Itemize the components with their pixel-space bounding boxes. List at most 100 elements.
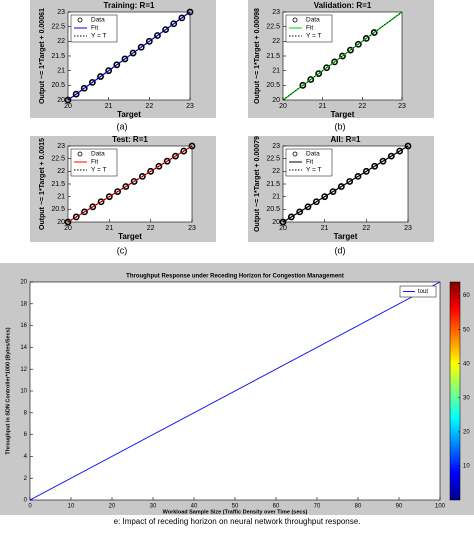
y-tick-label: 21 [57,194,65,201]
x-tick-label: 22 [145,103,153,110]
y-tick-label: 23 [272,143,280,150]
legend-marker [77,17,83,23]
data-point [162,26,169,33]
y-tick-label: 22 [272,38,280,45]
y-tick-label: 21 [272,68,280,75]
legend-label: Y = T [306,167,322,174]
y-tick-label: 22 [272,168,280,175]
y-tick-label: 22.5 [51,24,65,31]
data-point [312,198,320,206]
x-tick-label: 23 [404,225,412,232]
data-point [299,81,307,89]
x-tick-label: 21 [321,225,329,232]
x-tick-label: 20 [279,225,287,232]
data-point [138,172,146,180]
y-tick-label: 23 [272,9,280,16]
chart-title: Training: R=1 [104,1,155,10]
y-tick-label: 10 [20,389,27,395]
data-point [64,218,72,226]
data-point [147,167,155,175]
y-tick-label: 20.5 [51,82,65,89]
y-tick-label: 22.5 [51,156,65,163]
y-axis-label: Output ~= 1*Target + 0.00079 [254,136,261,232]
x-tick-label: 21 [319,103,327,110]
series-line [282,145,409,223]
x-tick-label: 21 [105,225,113,232]
x-tick-label: 22 [358,103,366,110]
data-point [370,29,378,36]
legend-label: Y = T [91,167,107,174]
x-tick-label: 20 [64,103,72,110]
data-point [371,162,379,170]
data-point [97,198,105,206]
x-axis-label: Target [118,232,142,241]
legend-label: Fit [306,159,313,166]
y-tick-label: 21.5 [51,53,65,60]
data-point [129,49,137,57]
data-point [396,147,404,155]
series-line [67,145,193,223]
caption: (c) [117,245,128,255]
x-tick-label: 80 [355,504,362,510]
legend-box [399,285,437,298]
y-tick-label: 20 [20,280,27,286]
y-tick-label: 22 [57,168,65,175]
series-line [67,11,191,101]
data-point [339,52,346,60]
x-tick-label: 60 [273,504,280,510]
legend-label: Fit [91,25,98,32]
x-tick-label: 20 [64,225,72,232]
y-tick-label: 6 [24,432,28,438]
y-tick-label: 21.5 [266,53,280,60]
x-tick-label: 22 [362,225,370,232]
x-tick-label: 21 [105,103,113,110]
y-tick-label: 23 [57,9,65,16]
x-tick-label: 23 [398,103,406,110]
data-point [188,142,196,150]
colorbar-tick-label: 40 [463,361,470,367]
x-tick-label: 22 [147,225,155,232]
y-tick-label: 20 [57,97,65,104]
legend-label: Fit [91,159,98,166]
colorbar-tick-label: 10 [463,464,470,470]
series-line [29,281,441,501]
data-point [315,70,323,77]
legend-marker [292,151,298,157]
data-point [329,188,337,195]
x-tick-label: 20 [109,504,116,510]
chart-title: All: R=1 [330,135,361,144]
legend-label: Y = T [306,33,322,40]
y-tick-label: 8 [24,410,28,416]
data-point [362,167,370,175]
data-point [81,208,88,216]
data-point [137,43,145,51]
x-tick-label: 10 [68,504,75,510]
data-point [347,46,354,54]
data-point [114,188,121,195]
data-point [172,152,179,160]
colorbar-tick-label: 50 [463,327,470,333]
legend-label: Data [91,17,105,24]
data-point [178,14,186,22]
legend-label: Data [306,151,320,158]
data-point [72,213,80,221]
y-tick-label: 20.5 [51,206,65,213]
legend-label: Data [91,151,105,158]
chart-title: Throughput Response under Receding Horiz… [126,274,344,280]
legend-marker [292,17,298,23]
data-point [89,79,96,86]
x-tick-label: 30 [150,504,157,510]
y-tick-label: 2 [24,476,28,482]
data-point [130,178,138,185]
caption: (a) [117,121,128,131]
y-tick-label: 20.5 [266,82,280,89]
data-point [331,58,338,66]
y-tick-label: 21 [57,68,65,75]
caption: e: Impact of receding horizon on neural … [114,517,361,526]
y-tick-label: 16 [20,323,27,329]
caption: (d) [335,245,346,255]
y-tick-label: 23 [57,143,65,150]
data-point [105,67,113,75]
